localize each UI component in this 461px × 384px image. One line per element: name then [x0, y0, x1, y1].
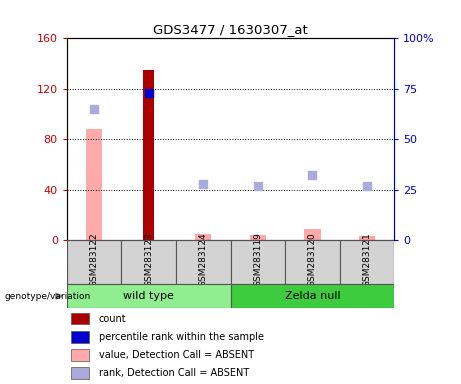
Point: [308, 172, 316, 179]
Title: GDS3477 / 1630307_at: GDS3477 / 1630307_at: [153, 23, 308, 36]
Point: [363, 182, 371, 189]
Text: count: count: [99, 314, 126, 324]
Bar: [121, 240, 176, 284]
Point: [254, 182, 261, 189]
Point: [90, 106, 98, 112]
Bar: [71, 367, 89, 379]
Text: GSM283124: GSM283124: [199, 233, 208, 287]
Bar: [86, 129, 102, 240]
Text: GSM283119: GSM283119: [253, 232, 262, 287]
Bar: [230, 284, 394, 308]
Text: Zelda null: Zelda null: [284, 291, 340, 301]
Bar: [304, 228, 320, 240]
Bar: [67, 240, 121, 284]
Bar: [359, 236, 375, 240]
Point: [200, 180, 207, 187]
Text: GSM283120: GSM283120: [308, 232, 317, 287]
Bar: [249, 235, 266, 240]
Bar: [71, 331, 89, 343]
Text: GSM283123: GSM283123: [144, 232, 153, 287]
Bar: [195, 234, 212, 240]
Bar: [285, 240, 340, 284]
Bar: [71, 349, 89, 361]
Bar: [230, 240, 285, 284]
Bar: [71, 313, 89, 324]
Text: percentile rank within the sample: percentile rank within the sample: [99, 332, 264, 342]
Text: rank, Detection Call = ABSENT: rank, Detection Call = ABSENT: [99, 368, 249, 378]
Bar: [143, 70, 154, 240]
Text: genotype/variation: genotype/variation: [5, 291, 91, 301]
Point: [145, 90, 152, 96]
Bar: [340, 240, 394, 284]
Text: GSM283122: GSM283122: [89, 233, 99, 287]
Text: GSM283121: GSM283121: [362, 232, 372, 287]
Bar: [67, 284, 230, 308]
Bar: [176, 240, 230, 284]
Text: value, Detection Call = ABSENT: value, Detection Call = ABSENT: [99, 350, 254, 360]
Text: wild type: wild type: [123, 291, 174, 301]
